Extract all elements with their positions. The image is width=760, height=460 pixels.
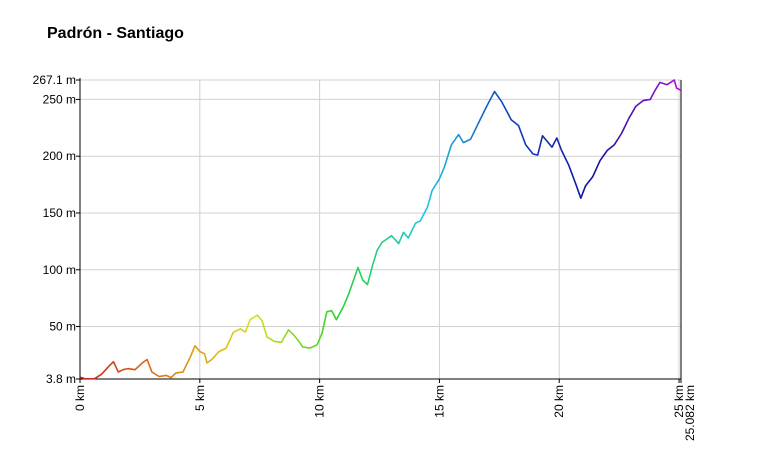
elevation-series-line [79, 79, 682, 380]
grid-lines [79, 79, 681, 380]
y-tick-labels: 3.8 m 50 m 100 m 150 m 200 m 250 m 267.1 m [33, 73, 76, 386]
axes [76, 78, 682, 383]
y-tick-label: 150 m [43, 206, 76, 220]
x-tick-label: 10 km [313, 385, 327, 418]
x-tick-label: 0 km [73, 385, 87, 411]
y-tick-label: 50 m [49, 320, 76, 334]
series-layer [79, 79, 682, 380]
y-tick-label: 267.1 m [33, 73, 76, 87]
x-tick-label: 25 km [672, 385, 686, 418]
x-tick-label: 15 km [432, 385, 446, 418]
y-tick-label: 3.8 m [46, 372, 76, 386]
y-tick-label: 250 m [43, 92, 76, 106]
x-tick-label: 5 km [193, 385, 207, 411]
y-tick-label: 100 m [43, 263, 76, 277]
chart-title: Padrón - Santiago [47, 25, 184, 42]
x-tick-label: 20 km [552, 385, 566, 418]
y-tick-label: 200 m [43, 149, 76, 163]
x-tick-label: 25.082 km [683, 385, 697, 441]
